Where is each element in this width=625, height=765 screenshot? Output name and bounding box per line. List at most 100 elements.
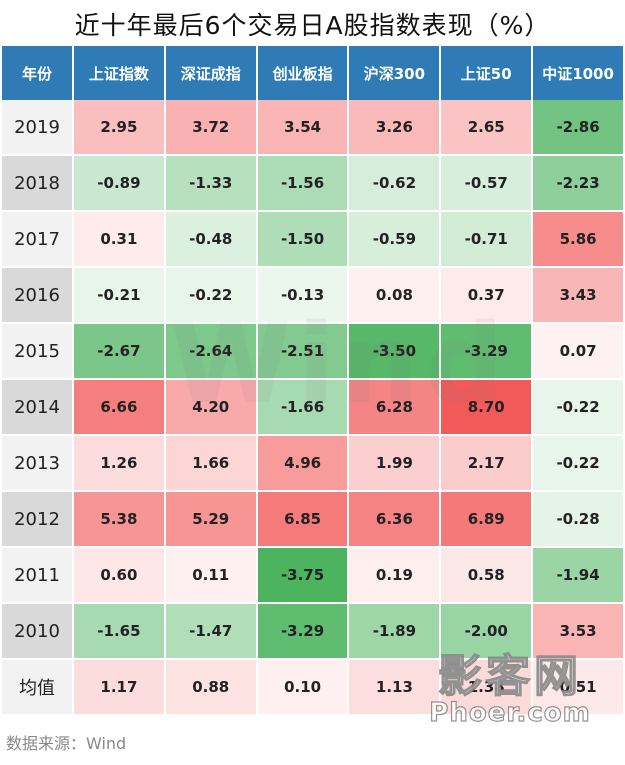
table-row: 均值 1.17 0.88 0.10 1.13 1.38 0.51	[2, 660, 623, 716]
value-cell: -3.75	[257, 548, 348, 604]
value-cell: 1.13	[349, 660, 440, 716]
table-row: 2011 0.60 0.11 -3.75 0.19 0.58 -1.94	[2, 548, 623, 604]
year-cell: 2018	[2, 156, 72, 212]
value-cell: 6.66	[74, 380, 164, 436]
value-cell: 0.37	[441, 268, 532, 324]
table-row: 2017 0.31 -0.48 -1.50 -0.59 -0.71 5.86	[2, 212, 623, 268]
value-cell: 1.17	[74, 660, 164, 716]
value-cell: -1.65	[74, 604, 164, 660]
value-cell: 1.66	[165, 436, 256, 492]
value-cell: 0.31	[74, 212, 164, 268]
value-cell: -2.00	[441, 604, 532, 660]
year-cell: 2017	[2, 212, 72, 268]
index-performance-table: 年份 上证指数 深证成指 创业板指 沪深300 上证50 中证1000 2019 2.95 3.…	[0, 46, 625, 716]
data-source-note: 数据来源：Wind	[6, 734, 127, 753]
value-cell: -0.22	[533, 380, 623, 436]
table-row: 2012 5.38 5.29 6.85 6.36 6.89 -0.28	[2, 492, 623, 548]
value-cell: -2.23	[533, 156, 623, 212]
year-cell: 2014	[2, 380, 72, 436]
column-header: 沪深300	[349, 46, 440, 100]
year-cell: 2011	[2, 548, 72, 604]
value-cell: 6.28	[349, 380, 440, 436]
value-cell: -1.50	[257, 212, 348, 268]
value-cell: 0.51	[533, 660, 623, 716]
value-cell: 6.36	[349, 492, 440, 548]
column-header: 创业板指	[257, 46, 348, 100]
column-header: 深证成指	[165, 46, 256, 100]
value-cell: -1.94	[533, 548, 623, 604]
year-cell: 2013	[2, 436, 72, 492]
year-cell: 2016	[2, 268, 72, 324]
year-cell: 2012	[2, 492, 72, 548]
value-cell: 6.89	[441, 492, 532, 548]
column-header: 上证50	[441, 46, 532, 100]
value-cell: 4.96	[257, 436, 348, 492]
value-cell: 5.29	[165, 492, 256, 548]
value-cell: 1.26	[74, 436, 164, 492]
value-cell: 0.07	[533, 324, 623, 380]
year-cell: 2010	[2, 604, 72, 660]
table-row: 2010 -1.65 -1.47 -3.29 -1.89 -2.00 3.53	[2, 604, 623, 660]
value-cell: 6.85	[257, 492, 348, 548]
value-cell: 3.54	[257, 100, 348, 156]
value-cell: -2.86	[533, 100, 623, 156]
value-cell: -0.28	[533, 492, 623, 548]
value-cell: -1.66	[257, 380, 348, 436]
table-row: 2018 -0.89 -1.33 -1.56 -0.62 -0.57 -2.23	[2, 156, 623, 212]
value-cell: -0.57	[441, 156, 532, 212]
value-cell: 1.38	[441, 660, 532, 716]
value-cell: 3.43	[533, 268, 623, 324]
value-cell: -2.64	[165, 324, 256, 380]
value-cell: 0.19	[349, 548, 440, 604]
value-cell: 1.99	[349, 436, 440, 492]
table-row: 2013 1.26 1.66 4.96 1.99 2.17 -0.22	[2, 436, 623, 492]
value-cell: -3.50	[349, 324, 440, 380]
table-row: 2016 -0.21 -0.22 -0.13 0.08 0.37 3.43	[2, 268, 623, 324]
value-cell: 2.65	[441, 100, 532, 156]
value-cell: 5.86	[533, 212, 623, 268]
column-header: 年份	[2, 46, 72, 100]
value-cell: 5.38	[74, 492, 164, 548]
table-row: 2014 6.66 4.20 -1.66 6.28 8.70 -0.22	[2, 380, 623, 436]
value-cell: 0.58	[441, 548, 532, 604]
value-cell: -1.47	[165, 604, 256, 660]
value-cell: -0.22	[533, 436, 623, 492]
value-cell: -0.21	[74, 268, 164, 324]
column-header: 上证指数	[74, 46, 164, 100]
value-cell: 0.11	[165, 548, 256, 604]
year-cell: 均值	[2, 660, 72, 716]
value-cell: -0.22	[165, 268, 256, 324]
value-cell: -0.89	[74, 156, 164, 212]
value-cell: -0.62	[349, 156, 440, 212]
table-row: 2019 2.95 3.72 3.54 3.26 2.65 -2.86	[2, 100, 623, 156]
value-cell: 4.20	[165, 380, 256, 436]
value-cell: -2.51	[257, 324, 348, 380]
year-cell: 2019	[2, 100, 72, 156]
value-cell: -0.59	[349, 212, 440, 268]
value-cell: 2.95	[74, 100, 164, 156]
value-cell: 0.10	[257, 660, 348, 716]
column-header: 中证1000	[533, 46, 623, 100]
table-body: 2019 2.95 3.72 3.54 3.26 2.65 -2.86 2018 -0.89 -1…	[2, 100, 623, 716]
value-cell: -0.13	[257, 268, 348, 324]
value-cell: 0.60	[74, 548, 164, 604]
table-row: 2015 -2.67 -2.64 -2.51 -3.50 -3.29 0.07	[2, 324, 623, 380]
value-cell: -0.71	[441, 212, 532, 268]
value-cell: 2.17	[441, 436, 532, 492]
chart-title: 近十年最后6个交易日A股指数表现（%）	[74, 11, 551, 40]
value-cell: -1.56	[257, 156, 348, 212]
value-cell: 3.26	[349, 100, 440, 156]
value-cell: 0.08	[349, 268, 440, 324]
value-cell: -1.89	[349, 604, 440, 660]
value-cell: -3.29	[257, 604, 348, 660]
value-cell: 0.88	[165, 660, 256, 716]
value-cell: -0.48	[165, 212, 256, 268]
year-cell: 2015	[2, 324, 72, 380]
value-cell: 3.53	[533, 604, 623, 660]
value-cell: -2.67	[74, 324, 164, 380]
value-cell: 3.72	[165, 100, 256, 156]
table-header-row: 年份 上证指数 深证成指 创业板指 沪深300 上证50 中证1000	[2, 46, 623, 100]
value-cell: -1.33	[165, 156, 256, 212]
value-cell: 8.70	[441, 380, 532, 436]
value-cell: -3.29	[441, 324, 532, 380]
